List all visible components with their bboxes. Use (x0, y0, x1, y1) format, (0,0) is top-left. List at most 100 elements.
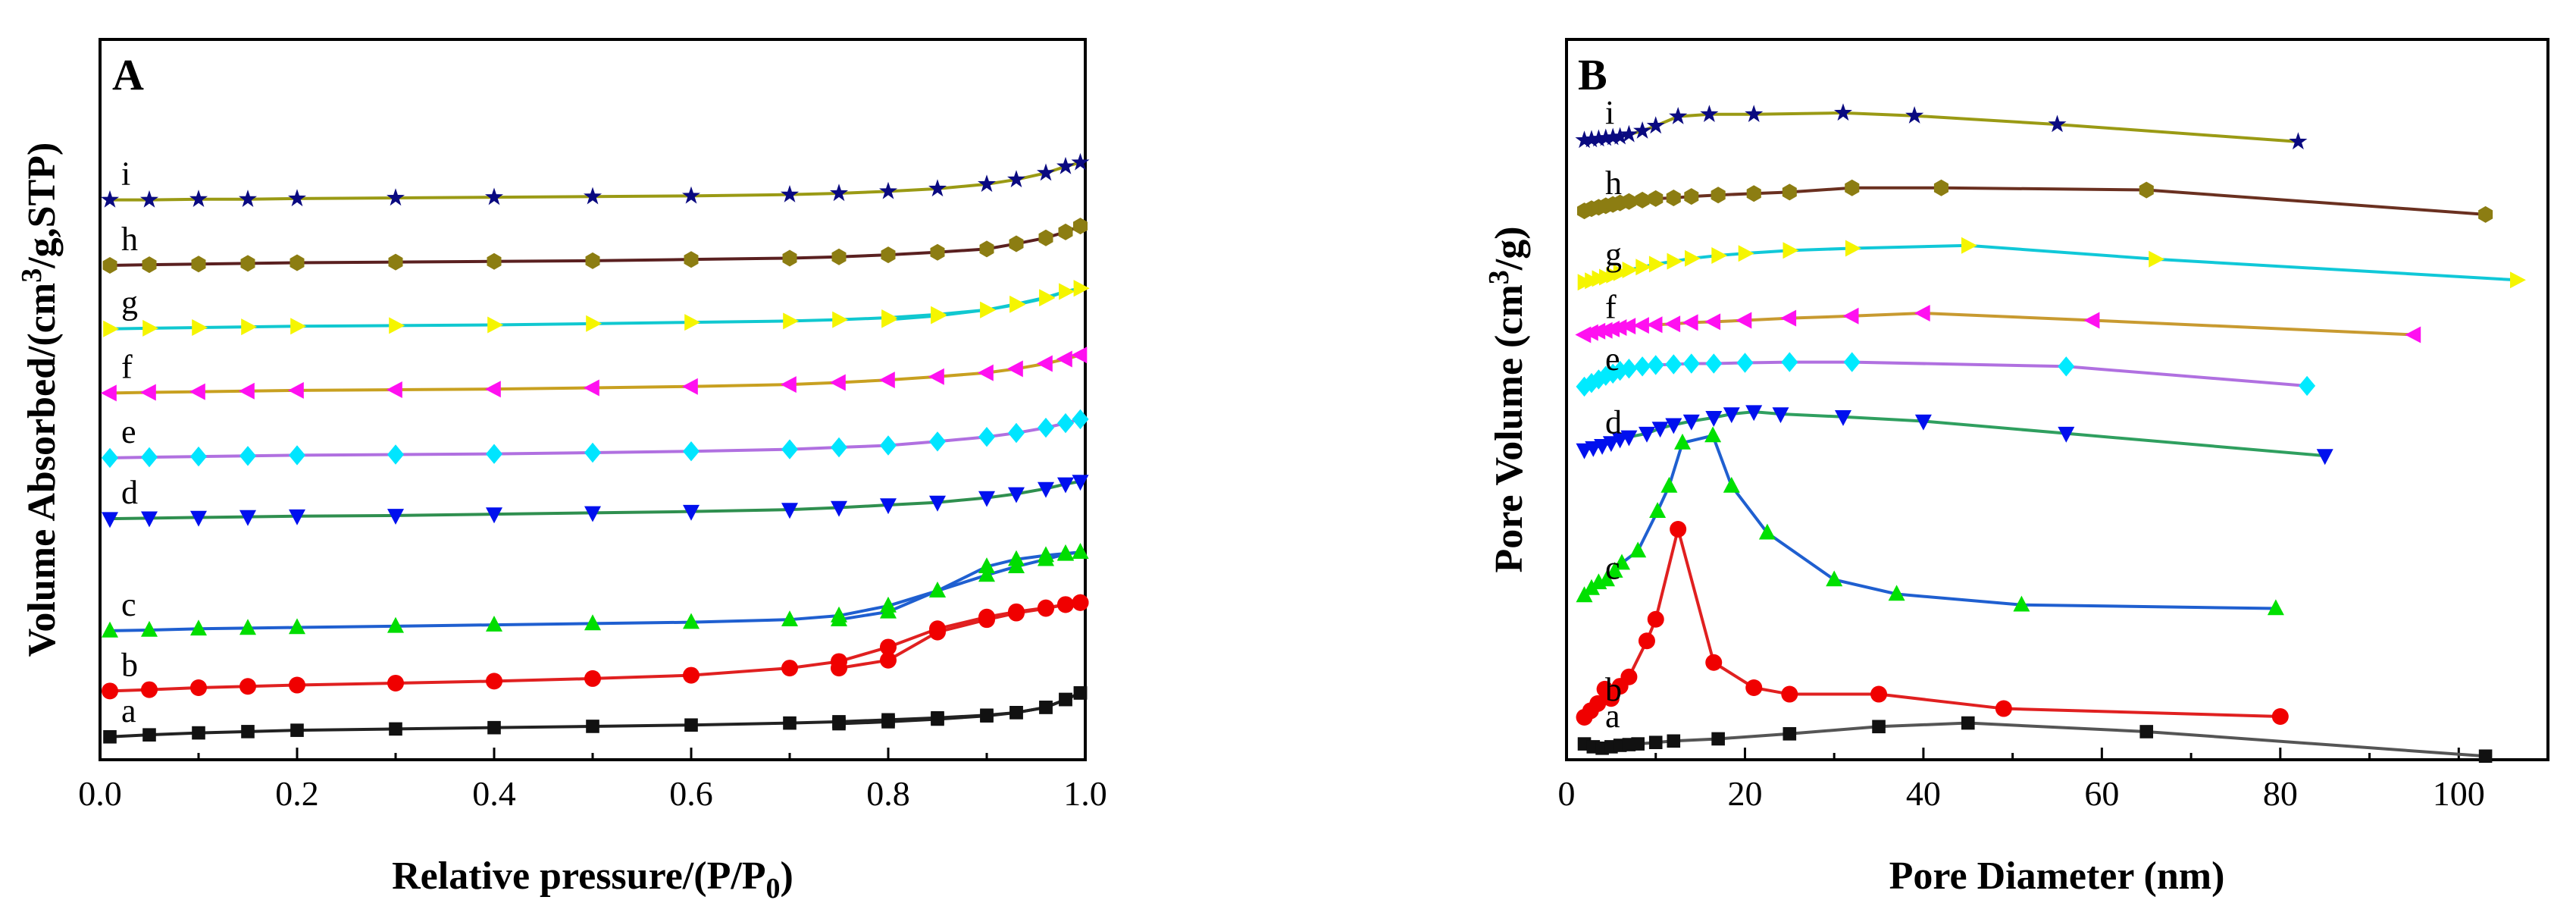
isotherm-d-point (1008, 487, 1025, 503)
isotherm-a-point (1039, 701, 1053, 714)
isotherm-g-point (192, 319, 208, 336)
isotherm-b-point (978, 611, 995, 629)
psd-e-point (1620, 359, 1638, 379)
isotherm-d-point (1057, 477, 1074, 494)
x-tick-label: 80 (2263, 774, 2298, 813)
psd-f-point (2083, 312, 2100, 329)
isotherm-h-point (102, 257, 117, 274)
isotherm-i-point (387, 188, 405, 206)
isotherm-c-point (1072, 543, 1089, 559)
psd-h-point (1746, 185, 1761, 202)
isotherm-a-point (389, 722, 402, 736)
x-tick-label: 0.0 (78, 774, 122, 813)
psd-f-point (1914, 305, 1930, 321)
psd-i-point (1905, 106, 1924, 124)
isotherm-d-point (486, 507, 502, 524)
psd-b-point (1781, 685, 1798, 703)
psd-g-point (1613, 264, 1629, 281)
isotherm-d-point (102, 512, 118, 528)
psd-b-point (2271, 708, 2289, 725)
isotherm-f-point (829, 374, 846, 391)
psd-f-point (1736, 312, 1752, 329)
psd-g-label: g (1605, 236, 1622, 273)
psd-d-point (2058, 426, 2075, 443)
psd-i-label: i (1605, 94, 1614, 131)
isotherm-d-point (880, 498, 897, 515)
psd-f-point (1610, 319, 1627, 336)
isotherm-f-point (681, 378, 698, 395)
isotherm-e-point (831, 437, 847, 458)
isotherm-c-point (1057, 544, 1074, 560)
psd-d-point (1745, 405, 1763, 422)
psd-b-point (1995, 700, 2012, 717)
psd-e-point (1665, 354, 1682, 375)
psd-i-point (2289, 132, 2308, 150)
psd-e-point (1682, 353, 1700, 374)
psd-d-point (1835, 410, 1851, 426)
isotherm-a-point (881, 715, 895, 729)
psd-f-point (1620, 318, 1636, 335)
isotherm-e-point (1038, 417, 1054, 438)
isotherm-h-point (1058, 223, 1073, 240)
isotherm-h-point (831, 248, 847, 265)
isotherm-a-point (684, 718, 698, 732)
isotherm-a-label: a (121, 692, 136, 729)
isotherm-g-point (389, 317, 405, 334)
psd-d-point (1639, 426, 1655, 443)
isotherm-f-point (1071, 347, 1088, 364)
isotherm-c-point (387, 616, 404, 633)
isotherm-b-point (1008, 604, 1025, 622)
isotherm-e-point (1057, 412, 1074, 434)
psd-i-point (1633, 121, 1652, 139)
isotherm-b-point (102, 682, 118, 700)
isotherm-h-point (1038, 229, 1053, 246)
panel-b-letter: B (1578, 50, 1607, 99)
isotherm-i-point (682, 186, 700, 204)
isotherm-h-point (487, 252, 502, 270)
x-tick-label: 40 (1906, 774, 1941, 813)
isotherm-d-point (978, 491, 995, 507)
psd-e-label: e (1605, 340, 1620, 378)
isotherm-c-point (978, 566, 995, 582)
psd-d-point (1682, 414, 1700, 431)
isotherm-g-point (684, 314, 701, 331)
isotherm-c-point (880, 602, 897, 619)
psd-b-point (1589, 695, 1607, 712)
psd-a-point (1711, 732, 1725, 746)
psd-c-point (1649, 502, 1667, 518)
psd-e-point (2058, 356, 2075, 377)
isotherm-g-point (931, 307, 947, 325)
isotherm-f-point (238, 382, 255, 400)
isotherm-f-point (287, 381, 304, 399)
psd-b-point (1870, 685, 1888, 703)
psd-g-point (1711, 247, 1728, 264)
psd-c-point (1723, 476, 1740, 493)
isotherm-f-point (484, 381, 501, 398)
psd-e-point (1576, 376, 1593, 397)
isotherm-i-point (1071, 152, 1090, 171)
isotherm-g-point (1073, 280, 1090, 297)
isotherm-c-point (929, 582, 946, 597)
isotherm-e-point (486, 444, 502, 464)
psd-g-point (1738, 245, 1754, 262)
isotherm-d-point (387, 509, 404, 525)
isotherm-a-point (980, 709, 994, 723)
isotherm-e-point (387, 444, 404, 465)
isotherm-i-point (101, 190, 119, 208)
isotherm-e-point (880, 435, 897, 456)
psd-d-point (1602, 436, 1620, 453)
isotherm-i-point (1037, 163, 1055, 181)
psd-e-point (1843, 352, 1861, 372)
isotherm-a-point (832, 717, 846, 731)
psd-f-label: f (1605, 289, 1617, 326)
isotherm-e-point (781, 439, 798, 459)
psd-b-point (1745, 679, 1763, 696)
psd-b-point (1620, 668, 1638, 685)
psd-a-point (1648, 735, 1663, 749)
isotherm-i-point (978, 174, 996, 193)
isotherm-b-point (683, 666, 700, 684)
psd-c-point (1629, 541, 1647, 558)
